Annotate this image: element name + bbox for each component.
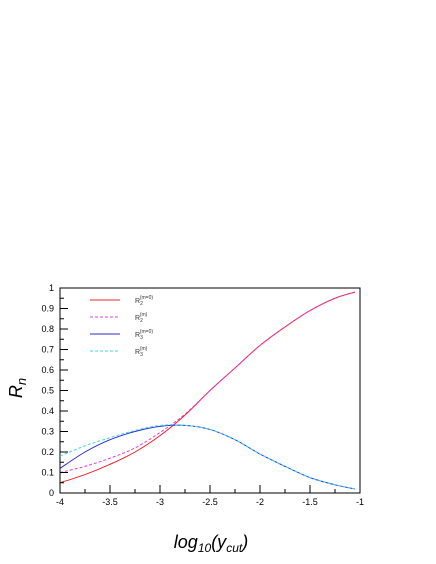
y-axis-title-sub: n — [14, 378, 29, 385]
series-line-r3-m- — [59, 424, 356, 490]
series-layer — [59, 291, 356, 490]
series-line-r2-m-0- — [59, 291, 356, 484]
legend-label: R2(m) — [135, 312, 148, 324]
x-tick-label: -3.5 — [102, 497, 118, 507]
y-tick-label: 0.8 — [41, 324, 54, 334]
x-axis-title-sub: 10 — [198, 541, 212, 555]
x-tick-label: -1.5 — [302, 497, 318, 507]
y-tick-label: 0.3 — [41, 427, 54, 437]
y-axis-title: Rn — [6, 378, 29, 398]
legend-label: R3(m=0) — [135, 329, 153, 341]
y-tick-label: 0.2 — [41, 447, 54, 457]
y-tick-label: 0 — [49, 488, 54, 498]
series-line-r3-m-0- — [59, 424, 356, 490]
y-axis-title-main: R — [6, 385, 26, 398]
y-tick-label: 0.1 — [41, 468, 54, 478]
y-tick-label: 0.6 — [41, 365, 54, 375]
x-tick-label: -2 — [256, 497, 264, 507]
y-tick-label: 1 — [49, 283, 54, 293]
legend-label: R2(m=0) — [135, 295, 153, 307]
x-axis-title-open: (y — [211, 532, 227, 552]
y-tick-label: 0.4 — [41, 406, 54, 416]
x-axis-title: log10(ycut) — [174, 532, 248, 555]
x-axis-title-close: ) — [240, 532, 248, 552]
legend: R2(m=0) R2(m) R3(m=0) R3(m) — [90, 295, 153, 358]
y-tick-label: 0.5 — [41, 386, 54, 396]
x-tick-label: -1 — [356, 497, 364, 507]
x-tick-label: -3 — [156, 497, 164, 507]
x-tick-label: -4 — [56, 497, 64, 507]
legend-label: R3(m) — [135, 346, 148, 358]
y-tick-label: 0.7 — [41, 345, 54, 355]
x-axis-title-sub2: cut — [226, 541, 243, 555]
x-axis-title-main: log — [174, 532, 198, 552]
series-line-r2-m- — [59, 291, 356, 473]
x-tick-label: -2.5 — [202, 497, 218, 507]
y-tick-label: 0.9 — [41, 304, 54, 314]
ticks-layer: -4 -3.5 -3 -2.5 -2 -1.5 -1 0 0.1 0.2 0.3 0.4 0.5 0.6 0… — [41, 283, 364, 507]
